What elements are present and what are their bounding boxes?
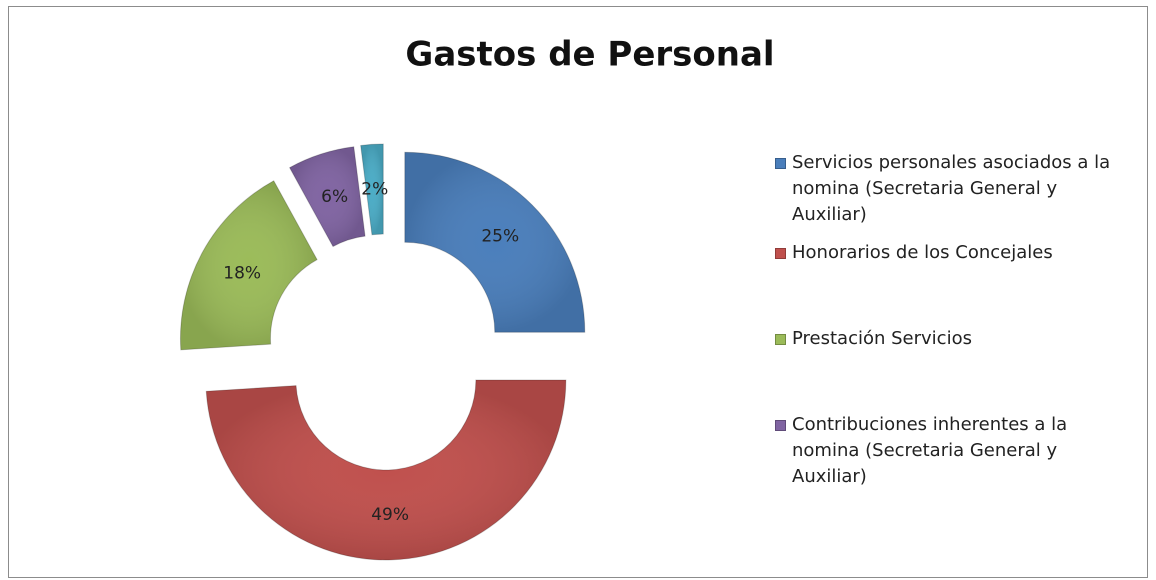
- chart-title: Gastos de Personal: [405, 35, 774, 75]
- chart-frame: [8, 6, 1148, 578]
- legend-item: Prestación Servicios: [775, 326, 1135, 352]
- legend-label: Honorarios de los Concejales: [792, 242, 1053, 263]
- legend-item: Honorarios de los Concejales: [775, 240, 1135, 266]
- data-label: 18%: [223, 263, 261, 283]
- legend: Servicios personales asociados a la nomi…: [775, 150, 1135, 490]
- legend-swatch: [775, 248, 786, 259]
- segment: [205, 379, 567, 561]
- data-label: 49%: [371, 505, 409, 525]
- legend-swatch: [775, 158, 786, 169]
- legend-item: Contribuciones inherentes a la nomina (S…: [775, 412, 1135, 490]
- legend-label: Prestación Servicios: [792, 328, 972, 349]
- legend-swatch: [775, 334, 786, 345]
- legend-label: Servicios personales asociados a la nomi…: [792, 152, 1111, 225]
- legend-item: Servicios personales asociados a la nomi…: [775, 150, 1135, 228]
- data-label: 6%: [321, 187, 348, 207]
- legend-label: Contribuciones inherentes a la nomina (S…: [792, 414, 1068, 487]
- data-label: 2%: [361, 179, 388, 199]
- data-label: 25%: [481, 227, 519, 247]
- legend-swatch: [775, 420, 786, 431]
